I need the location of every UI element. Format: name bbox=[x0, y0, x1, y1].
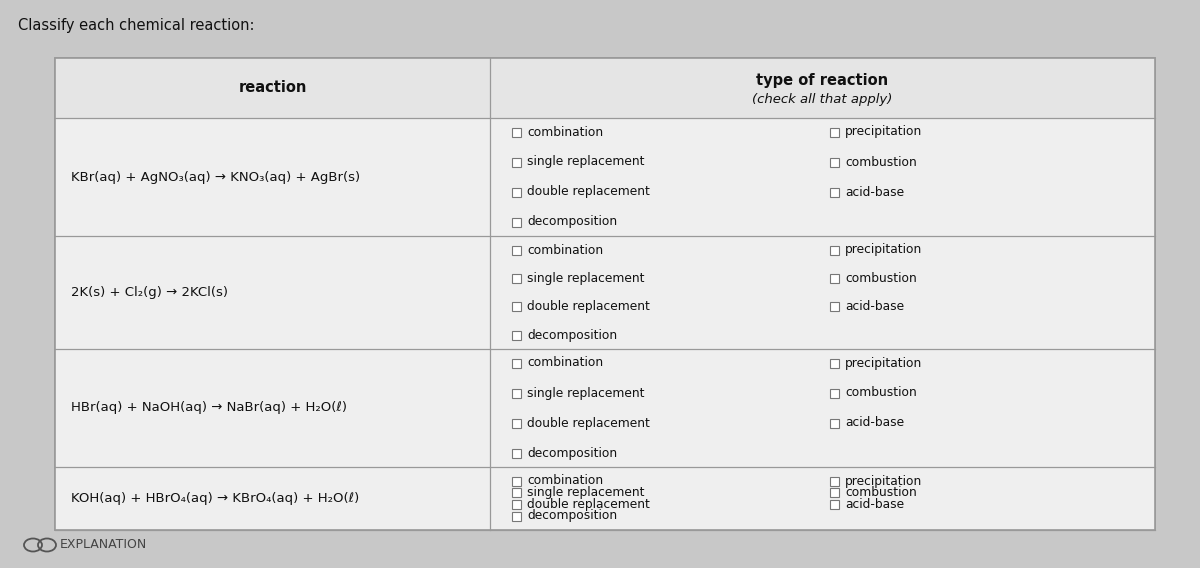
Text: decomposition: decomposition bbox=[527, 215, 617, 228]
Text: combination: combination bbox=[527, 474, 604, 487]
Text: single replacement: single replacement bbox=[527, 486, 644, 499]
Text: KBr(aq) + AgNO₃(aq) → KNO₃(aq) + AgBr(s): KBr(aq) + AgNO₃(aq) → KNO₃(aq) + AgBr(s) bbox=[71, 170, 360, 183]
Text: Classify each chemical reaction:: Classify each chemical reaction: bbox=[18, 18, 254, 33]
Text: combustion: combustion bbox=[845, 156, 917, 169]
Text: acid-base: acid-base bbox=[845, 186, 904, 198]
FancyBboxPatch shape bbox=[830, 389, 839, 398]
Text: precipitation: precipitation bbox=[845, 474, 923, 487]
FancyBboxPatch shape bbox=[512, 512, 521, 520]
FancyBboxPatch shape bbox=[830, 157, 839, 166]
Text: combustion: combustion bbox=[845, 486, 917, 499]
FancyBboxPatch shape bbox=[830, 358, 839, 367]
FancyBboxPatch shape bbox=[830, 274, 839, 283]
FancyBboxPatch shape bbox=[55, 349, 1154, 467]
Text: type of reaction: type of reaction bbox=[756, 73, 888, 87]
Text: double replacement: double replacement bbox=[527, 186, 650, 198]
FancyBboxPatch shape bbox=[55, 236, 1154, 349]
Text: double replacement: double replacement bbox=[527, 300, 650, 313]
Text: decomposition: decomposition bbox=[527, 328, 617, 341]
Text: double replacement: double replacement bbox=[527, 416, 650, 429]
FancyBboxPatch shape bbox=[830, 488, 839, 497]
Text: combination: combination bbox=[527, 244, 604, 257]
FancyBboxPatch shape bbox=[55, 467, 1154, 530]
FancyBboxPatch shape bbox=[830, 477, 839, 486]
FancyBboxPatch shape bbox=[512, 500, 521, 509]
FancyBboxPatch shape bbox=[830, 419, 839, 428]
FancyBboxPatch shape bbox=[830, 127, 839, 136]
Text: single replacement: single replacement bbox=[527, 156, 644, 169]
Text: decomposition: decomposition bbox=[527, 509, 617, 523]
FancyBboxPatch shape bbox=[830, 187, 839, 197]
FancyBboxPatch shape bbox=[512, 358, 521, 367]
Text: 2K(s) + Cl₂(g) → 2KCl(s): 2K(s) + Cl₂(g) → 2KCl(s) bbox=[71, 286, 228, 299]
Text: combination: combination bbox=[527, 357, 604, 370]
FancyBboxPatch shape bbox=[512, 218, 521, 227]
Text: KOH(aq) + HBrO₄(aq) → KBrO₄(aq) + H₂O(ℓ): KOH(aq) + HBrO₄(aq) → KBrO₄(aq) + H₂O(ℓ) bbox=[71, 492, 359, 505]
FancyBboxPatch shape bbox=[512, 274, 521, 283]
FancyBboxPatch shape bbox=[512, 127, 521, 136]
Text: double replacement: double replacement bbox=[527, 498, 650, 511]
FancyBboxPatch shape bbox=[512, 187, 521, 197]
Text: precipitation: precipitation bbox=[845, 126, 923, 139]
Text: combustion: combustion bbox=[845, 386, 917, 399]
FancyBboxPatch shape bbox=[55, 58, 1154, 118]
FancyBboxPatch shape bbox=[512, 488, 521, 497]
Text: reaction: reaction bbox=[239, 81, 307, 95]
FancyBboxPatch shape bbox=[512, 449, 521, 457]
FancyBboxPatch shape bbox=[830, 245, 839, 254]
Text: single replacement: single replacement bbox=[527, 272, 644, 285]
FancyBboxPatch shape bbox=[512, 245, 521, 254]
Text: EXPLANATION: EXPLANATION bbox=[60, 538, 148, 552]
Text: combustion: combustion bbox=[845, 272, 917, 285]
FancyBboxPatch shape bbox=[512, 389, 521, 398]
Text: acid-base: acid-base bbox=[845, 498, 904, 511]
FancyBboxPatch shape bbox=[830, 500, 839, 509]
FancyBboxPatch shape bbox=[830, 302, 839, 311]
FancyBboxPatch shape bbox=[55, 118, 1154, 236]
Text: HBr(aq) + NaOH(aq) → NaBr(aq) + H₂O(ℓ): HBr(aq) + NaOH(aq) → NaBr(aq) + H₂O(ℓ) bbox=[71, 402, 347, 415]
FancyBboxPatch shape bbox=[512, 419, 521, 428]
Text: single replacement: single replacement bbox=[527, 386, 644, 399]
FancyBboxPatch shape bbox=[512, 302, 521, 311]
Text: acid-base: acid-base bbox=[845, 416, 904, 429]
Text: acid-base: acid-base bbox=[845, 300, 904, 313]
Text: combination: combination bbox=[527, 126, 604, 139]
FancyBboxPatch shape bbox=[512, 157, 521, 166]
Text: decomposition: decomposition bbox=[527, 446, 617, 460]
Text: precipitation: precipitation bbox=[845, 357, 923, 370]
Text: precipitation: precipitation bbox=[845, 244, 923, 257]
FancyBboxPatch shape bbox=[512, 477, 521, 486]
FancyBboxPatch shape bbox=[55, 58, 1154, 530]
FancyBboxPatch shape bbox=[512, 331, 521, 340]
Text: (check all that apply): (check all that apply) bbox=[752, 93, 893, 106]
